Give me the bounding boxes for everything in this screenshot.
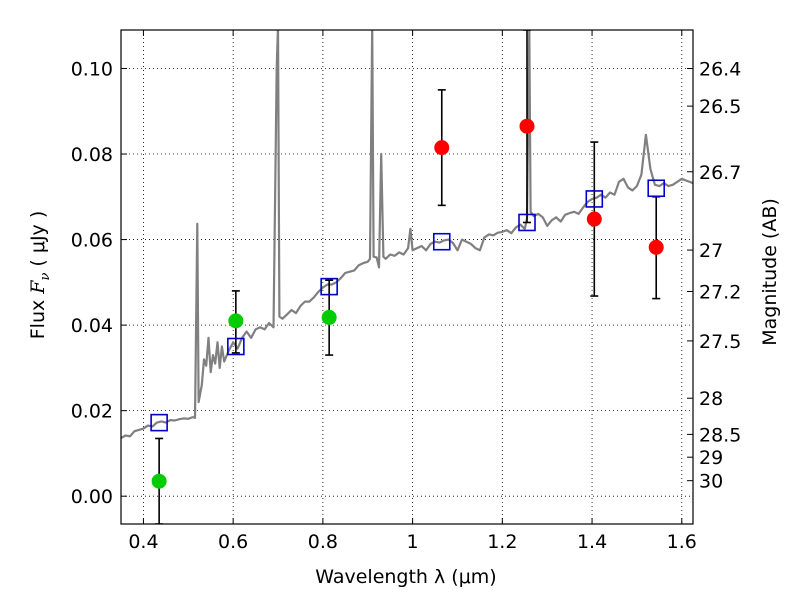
- y-tick-label: 0.00: [71, 486, 113, 508]
- x-tick-label: 0.6: [218, 531, 248, 553]
- grid-lines: [121, 30, 693, 524]
- model-photometry-square: [518, 213, 536, 232]
- magnitude-tick-label: 28.5: [699, 424, 741, 446]
- model-photometry-square: [585, 190, 604, 208]
- model-photometry-square: [320, 277, 338, 296]
- x-axis-label: Wavelength λ (μm): [315, 566, 496, 588]
- x-tick-label: 0.8: [308, 531, 338, 553]
- magnitude-tick-label: 28: [699, 388, 723, 410]
- y-label-pre: Flux: [27, 294, 49, 340]
- y-tick-label: 0.10: [71, 58, 113, 80]
- y-tick-label: 0.08: [71, 144, 113, 166]
- magnitude-tick-label: 27.5: [699, 331, 741, 353]
- y-axis-label: Flux Fν ( μJy ): [27, 211, 53, 340]
- marker-layer: [150, 118, 666, 489]
- spectrum-layer: [121, 30, 693, 439]
- magnitude-tick-label: 26.4: [699, 58, 741, 80]
- x-tick-label: 1.6: [667, 531, 697, 553]
- magnitude-tick-label: 26.7: [699, 162, 741, 184]
- y-tick-label: 0.04: [71, 315, 113, 337]
- detection-point-green: [228, 313, 244, 329]
- magnitude-tick-label: 30: [699, 471, 723, 493]
- y-tick-label: 0.06: [71, 230, 113, 252]
- plot-frame: [120, 29, 694, 525]
- model-photometry-square: [432, 232, 451, 251]
- detection-point-red: [648, 239, 664, 255]
- model-photometry-square: [647, 179, 666, 198]
- y-axis-flux: 0.00 0.02 0.04 0.06 0.08 0.10: [71, 58, 127, 508]
- detection-point-red: [434, 140, 450, 156]
- y-label-subscript: ν: [38, 273, 53, 281]
- model-spectrum-line: [121, 30, 693, 439]
- magnitude-tick-label: 26.5: [699, 96, 741, 118]
- x-axis: 0.4 0.6 0.8 1 1.2 1.4 1.6: [128, 30, 697, 553]
- detection-point-green: [321, 309, 337, 325]
- magnitude-tick-label: 27.2: [699, 281, 741, 303]
- errorbar-layer: [155, 30, 661, 524]
- detection-point-red: [586, 211, 602, 227]
- model-photometry-square: [150, 413, 168, 432]
- y2-axis-label: Magnitude (AB): [759, 198, 781, 346]
- y-tick-label: 0.02: [71, 401, 113, 423]
- magnitude-tick-label: 29: [699, 447, 723, 469]
- detection-point-red: [519, 118, 535, 134]
- x-tick-label: 0.4: [128, 531, 158, 553]
- y-label-symbol: F: [27, 280, 49, 295]
- x-tick-label: 1.4: [577, 531, 607, 553]
- detection-point-green: [151, 473, 167, 489]
- x-tick-label: 1: [407, 531, 419, 553]
- x-tick-label: 1.2: [487, 531, 517, 553]
- magnitude-tick-label: 27: [699, 240, 723, 262]
- y-label-post: ( μJy ): [27, 211, 49, 273]
- model-photometry-square: [227, 337, 245, 356]
